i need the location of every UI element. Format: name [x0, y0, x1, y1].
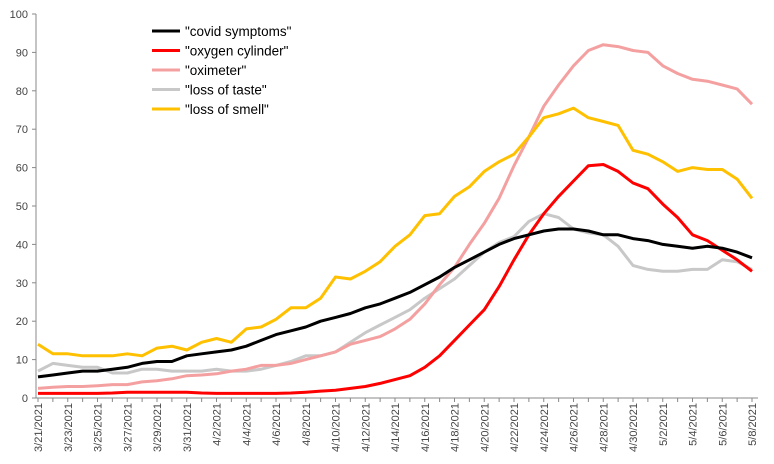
- y-tick-label: 60: [16, 163, 28, 175]
- axes: 0 10 20 30 40 50 60 70 80 90 100 3/21/2021 3/23/2021…: [10, 9, 759, 452]
- y-tick-label: 70: [16, 124, 28, 136]
- x-tick-label: 4/18/2021: [450, 403, 462, 452]
- x-tick-label: 4/2/2021: [212, 403, 224, 446]
- x-tick-label: 4/4/2021: [241, 403, 253, 446]
- series-line-3: [37, 212, 753, 375]
- legend-item: "covid symptoms": [152, 24, 292, 39]
- series-line-4: [37, 106, 754, 358]
- legend-label: "covid symptoms": [185, 24, 292, 39]
- y-tick-label: 40: [16, 239, 28, 251]
- legend-item: "loss of smell": [152, 102, 269, 117]
- series-line-0: [37, 227, 753, 379]
- y-tick-label: 0: [22, 393, 28, 405]
- legend: "covid symptoms" "oxygen cylinder" "oximet…: [152, 24, 292, 117]
- x-tick-label: 4/30/2021: [628, 403, 640, 452]
- x-tick-label: 5/8/2021: [747, 403, 759, 446]
- y-tick-label: 50: [16, 201, 28, 213]
- x-tick-label: 4/10/2021: [331, 403, 343, 452]
- x-tick-label: 3/29/2021: [152, 403, 164, 452]
- x-tick-label: 4/12/2021: [360, 403, 372, 452]
- y-tick-label: 80: [16, 86, 28, 98]
- legend-label: "loss of smell": [185, 102, 269, 117]
- y-tick-label: 20: [16, 316, 28, 328]
- x-tick-label: 4/28/2021: [598, 403, 610, 452]
- legend-item: "loss of taste": [152, 83, 267, 98]
- x-tick-label: 3/23/2021: [63, 403, 75, 452]
- x-tick-label: 4/24/2021: [539, 403, 551, 452]
- x-tick-label: 5/6/2021: [717, 403, 729, 446]
- x-tick-label: 3/31/2021: [182, 403, 194, 452]
- legend-label: "oxygen cylinder": [185, 44, 289, 59]
- x-tick-label: 4/22/2021: [509, 403, 521, 452]
- legend-label: "oximeter": [185, 63, 247, 78]
- x-tick-label: 4/14/2021: [390, 403, 402, 452]
- y-tick-label: 100: [10, 9, 28, 21]
- x-tick-label: 4/8/2021: [301, 403, 313, 446]
- x-tick-label: 3/27/2021: [122, 403, 134, 452]
- x-tick-label: 5/2/2021: [658, 403, 670, 446]
- x-tick-label: 3/21/2021: [33, 403, 45, 452]
- y-tick-label: 90: [16, 47, 28, 59]
- legend-item: "oxygen cylinder": [152, 44, 289, 59]
- y-tick-label: 30: [16, 278, 28, 290]
- x-tick-label: 4/16/2021: [420, 403, 432, 452]
- legend-item: "oximeter": [152, 63, 247, 78]
- x-tick-label: 4/26/2021: [569, 403, 581, 452]
- y-tick-label: 10: [16, 355, 28, 367]
- series-lines: [37, 43, 754, 395]
- series-line-1: [38, 163, 753, 395]
- x-tick-label: 3/25/2021: [93, 403, 105, 452]
- x-tick-label: 4/6/2021: [271, 403, 283, 446]
- x-tick-label: 4/20/2021: [479, 403, 491, 452]
- x-tick-label: 5/4/2021: [688, 403, 700, 446]
- legend-label: "loss of taste": [185, 83, 267, 98]
- series-line-2: [37, 43, 754, 390]
